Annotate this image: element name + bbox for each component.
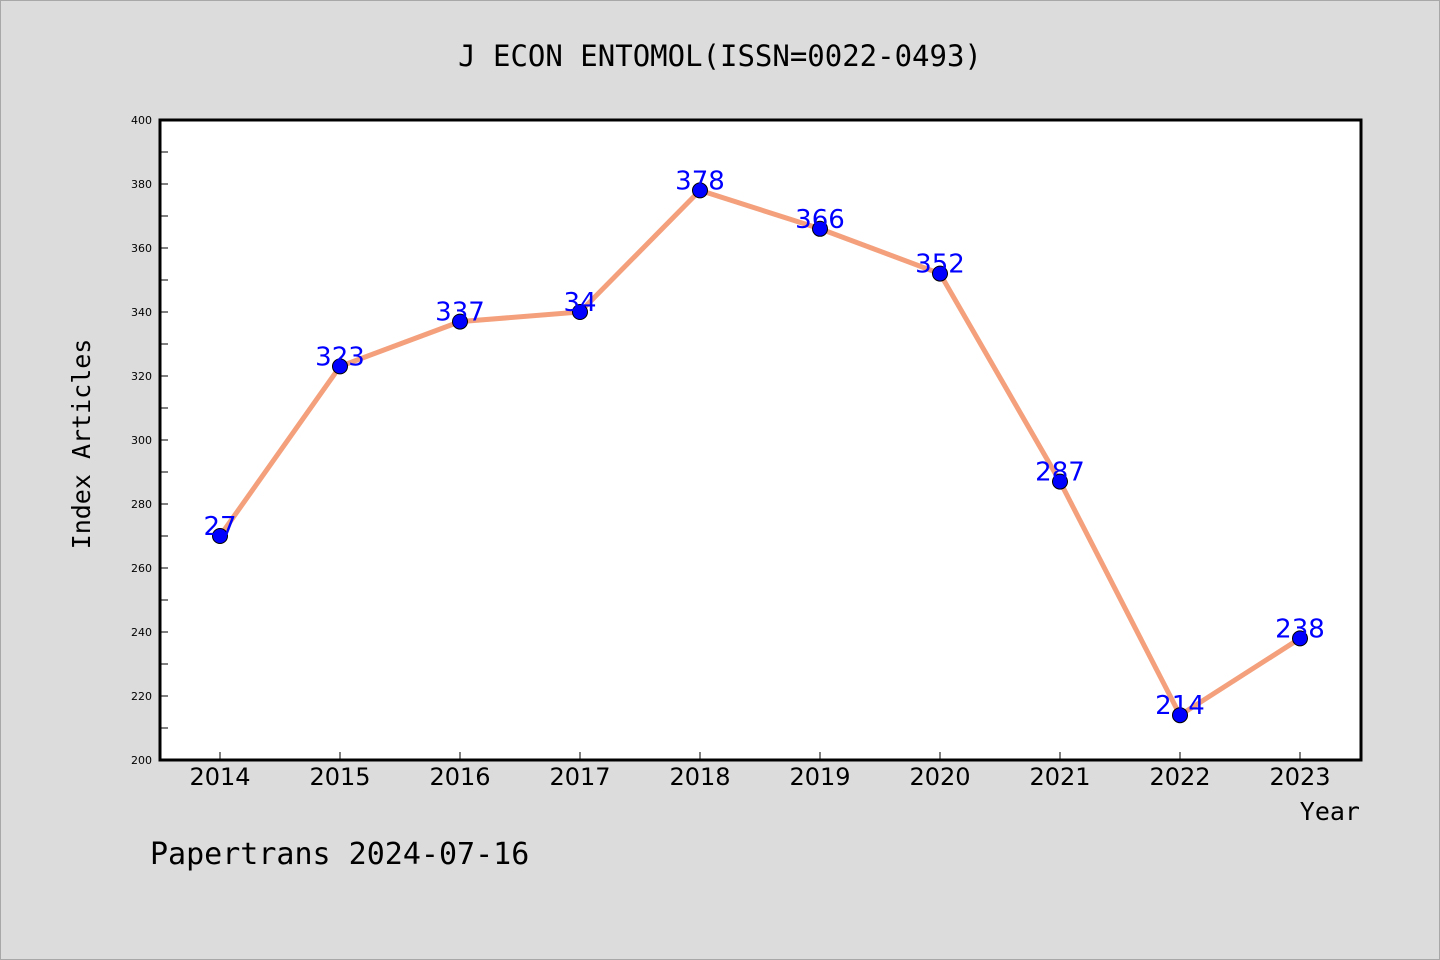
data-label: 214 — [1155, 691, 1205, 721]
data-point — [452, 313, 468, 330]
data-label: 27 — [203, 512, 236, 542]
y-axis: 200 220 240 260 280 300 320 340 360 380 400 — [131, 114, 168, 767]
y-tick-label: 260 — [131, 562, 152, 575]
data-label: 366 — [795, 205, 845, 235]
y-tick-label: 400 — [131, 114, 152, 127]
data-label: 287 — [1035, 458, 1085, 488]
x-tick-label: 2018 — [669, 763, 730, 791]
y-tick-label: 360 — [131, 242, 152, 255]
x-tick-label: 2017 — [549, 763, 610, 791]
plot-area — [158, 118, 1363, 762]
footer-credit: Papertrans 2024-07-16 — [150, 837, 529, 872]
data-label: 378 — [675, 166, 725, 196]
y-tick-label: 380 — [131, 178, 152, 191]
data-point — [212, 528, 228, 544]
x-tick-label: 2014 — [189, 763, 250, 791]
data-point — [572, 304, 588, 320]
data-point — [932, 265, 948, 282]
y-tick-label: 220 — [131, 690, 152, 703]
x-axis-label: Year — [1300, 797, 1360, 826]
x-axis: 2014 2015 2016 2017 2018 2019 2020 2021 2022 2023 — [189, 752, 1331, 791]
y-tick-label: 300 — [131, 434, 152, 447]
data-point — [1172, 707, 1188, 724]
x-tick-label: 2019 — [789, 763, 850, 791]
y-tick-label: 340 — [131, 306, 152, 319]
data-label: 238 — [1275, 614, 1325, 644]
y-tick-label: 200 — [131, 754, 152, 767]
series-line — [217, 187, 1302, 719]
x-tick-label: 2022 — [1149, 763, 1210, 791]
data-point — [1052, 473, 1068, 490]
data-label: 323 — [315, 342, 365, 372]
y-tick-label: 280 — [131, 498, 152, 511]
series-layer: 27 323 337 34 378 366 352 287 214 238 — [203, 166, 1325, 724]
chart-title: J ECON ENTOMOL(ISSN=0022-0493) — [458, 39, 982, 73]
data-point — [692, 182, 708, 199]
x-tick-label: 2023 — [1269, 763, 1330, 791]
data-point — [812, 220, 828, 237]
x-tick-label: 2021 — [1029, 763, 1090, 791]
x-tick-label: 2015 — [309, 763, 370, 791]
data-point — [1292, 630, 1308, 647]
data-point — [332, 358, 348, 375]
data-label: 34 — [563, 288, 596, 318]
y-tick-label: 240 — [131, 626, 152, 639]
x-tick-label: 2016 — [429, 763, 490, 791]
y-axis-label: Index Articles — [67, 339, 96, 550]
data-label: 337 — [435, 298, 485, 328]
x-tick-label: 2020 — [909, 763, 970, 791]
data-label: 352 — [915, 250, 965, 280]
y-tick-label: 320 — [131, 370, 152, 383]
